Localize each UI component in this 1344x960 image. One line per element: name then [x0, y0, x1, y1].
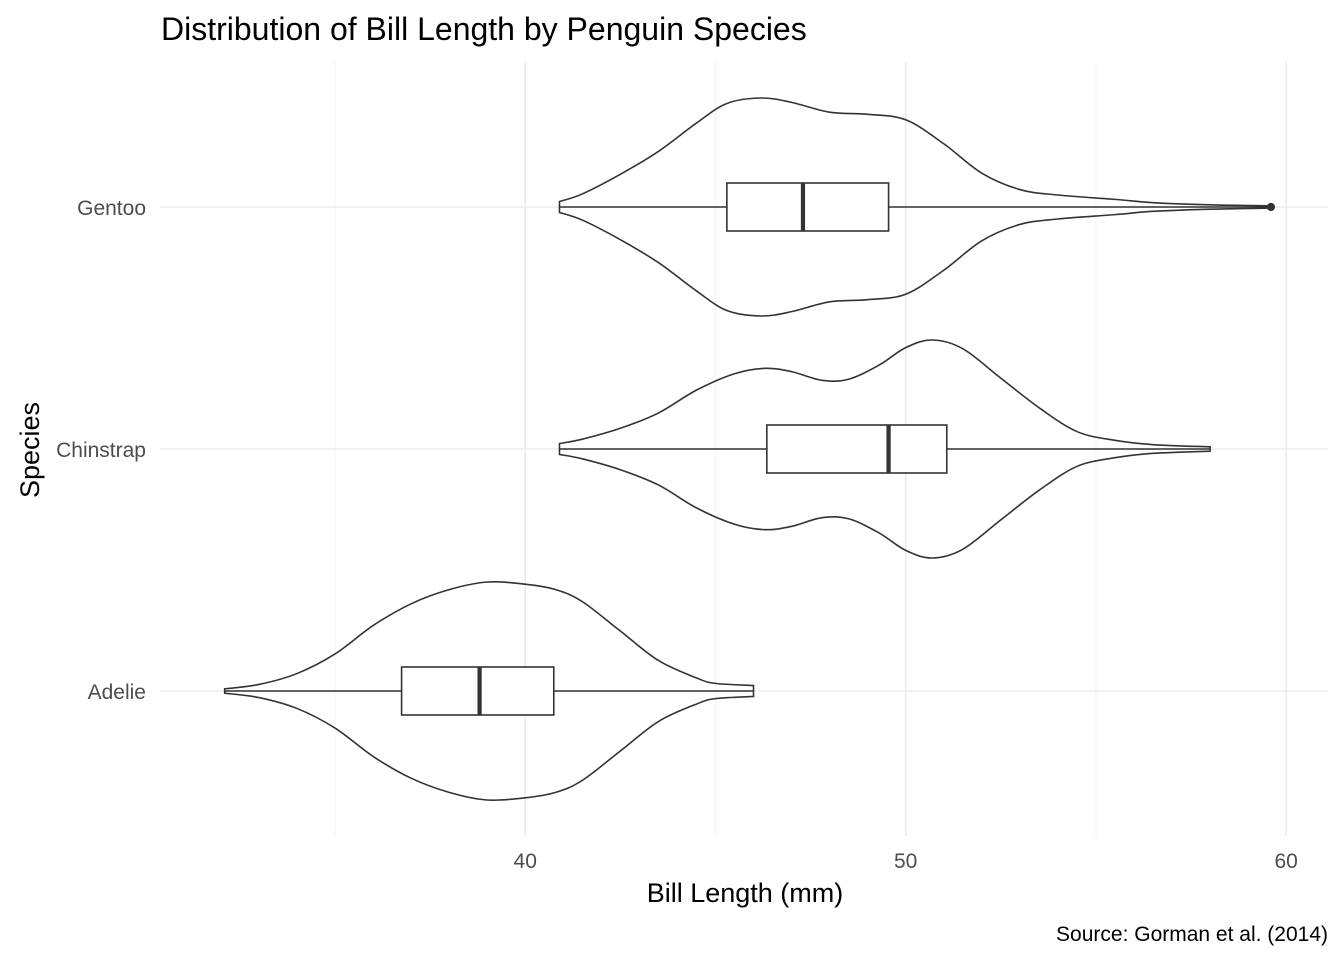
violin-adelie [223, 580, 755, 802]
source-caption: Source: Gorman et al. (2014) [1056, 923, 1328, 946]
box-iqr [726, 182, 890, 232]
y-tick-label: Gentoo [77, 197, 146, 220]
boxplot-chinstrap [559, 424, 1211, 474]
y-axis-title: Species [15, 402, 45, 498]
violin-chinstrap [558, 339, 1211, 559]
x-tick-label: 50 [894, 850, 917, 873]
boxplot-gentoo [559, 182, 1276, 232]
axes: 40 50 60 Adelie Chinstrap Gentoo [56, 197, 1298, 873]
x-tick-label: 40 [514, 850, 537, 873]
outlier-point [1266, 202, 1276, 212]
x-axis-title: Bill Length (mm) [647, 878, 844, 908]
boxplot-adelie [224, 666, 754, 716]
x-tick-label: 60 [1274, 850, 1297, 873]
chart-title: Distribution of Bill Length by Penguin S… [161, 11, 807, 47]
y-tick-label: Adelie [88, 681, 146, 704]
boxplots [224, 182, 1276, 716]
y-tick-label: Chinstrap [56, 439, 146, 462]
box-iqr [766, 424, 948, 474]
